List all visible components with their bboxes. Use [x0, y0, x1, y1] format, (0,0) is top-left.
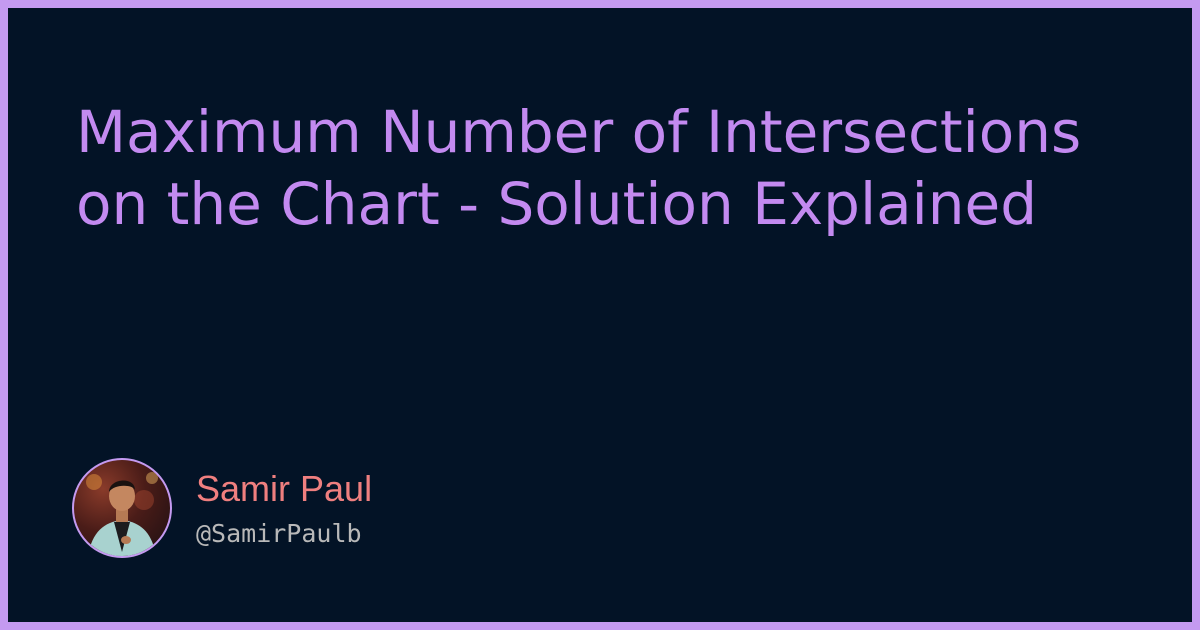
avatar-photo-icon [86, 472, 158, 556]
author-name: Samir Paul [196, 468, 373, 509]
author-handle: @SamirPaulb [196, 519, 362, 548]
author-block: Samir Paul @SamirPaulb [72, 458, 672, 558]
article-title: Maximum Number of Intersections on the C… [76, 98, 1082, 238]
author-avatar [72, 458, 172, 558]
social-card: Maximum Number of Intersections on the C… [8, 8, 1192, 622]
